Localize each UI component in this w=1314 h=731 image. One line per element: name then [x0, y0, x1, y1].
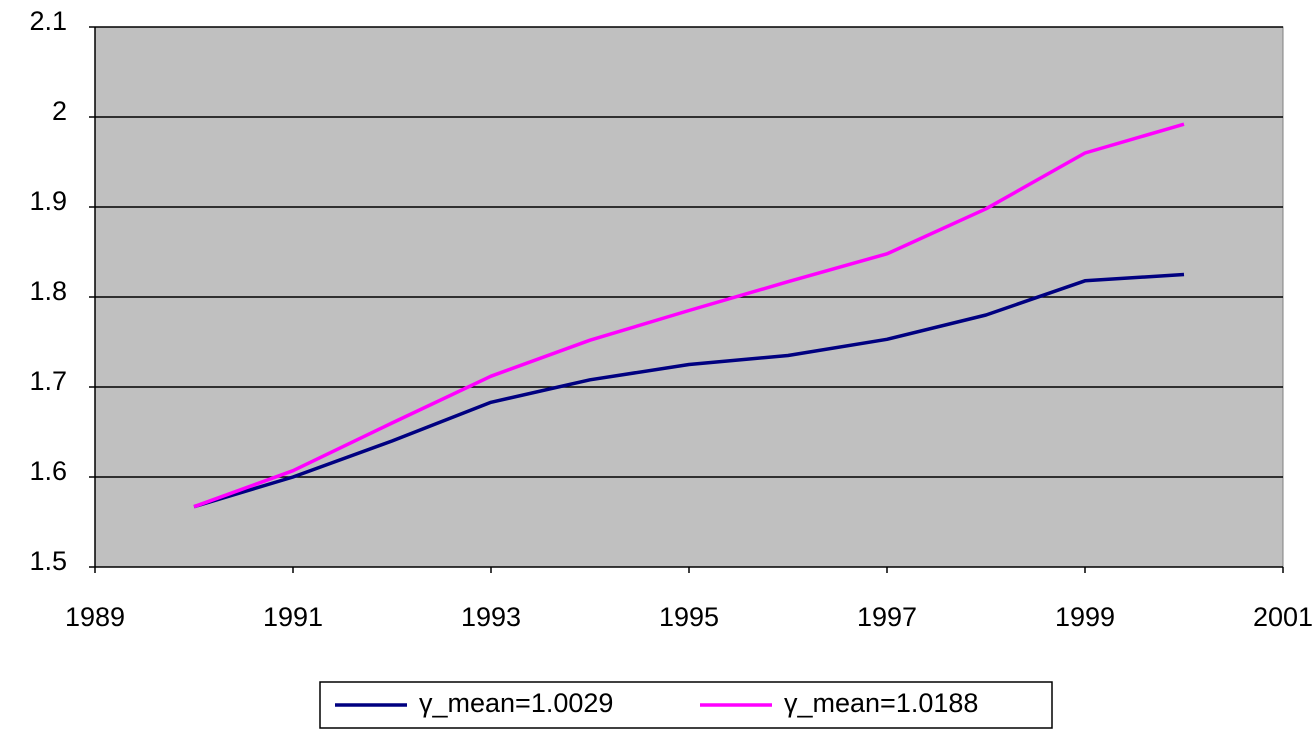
y-tick-label: 2.1 [29, 6, 67, 36]
y-tick-label: 1.8 [29, 276, 67, 306]
x-tick-label: 1991 [263, 602, 323, 632]
y-tick-label: 1.7 [29, 366, 67, 396]
y-tick-label: 1.9 [29, 186, 67, 216]
legend-label: γ_mean=1.0188 [784, 688, 978, 718]
x-tick-label: 1989 [65, 602, 125, 632]
x-tick-label: 1999 [1055, 602, 1115, 632]
legend-label: γ_mean=1.0029 [419, 688, 613, 718]
series-line [193, 272, 1185, 509]
x-tick-label: 1995 [659, 602, 719, 632]
x-tick-label: 2001 [1253, 602, 1313, 632]
y-tick-label: 2 [52, 96, 67, 126]
y-tick-label: 1.5 [29, 546, 67, 576]
legend-box [319, 681, 1053, 729]
y-tick-label: 1.6 [29, 456, 67, 486]
x-tick-label: 1993 [461, 602, 521, 632]
series-line [193, 122, 1185, 509]
x-tick-label: 1997 [857, 602, 917, 632]
